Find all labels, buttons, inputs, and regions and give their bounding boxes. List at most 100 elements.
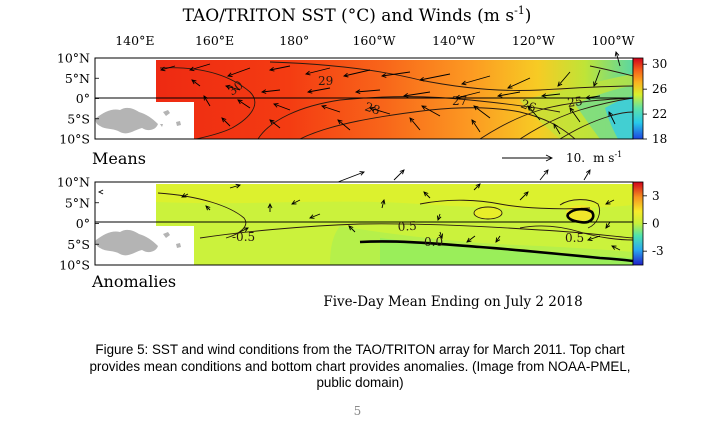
new-guinea-land-anomaly <box>95 229 158 256</box>
wind-vector <box>421 105 441 117</box>
wind-vector <box>160 65 176 71</box>
wind-scale-key: 10. m s-1 <box>502 150 622 165</box>
wind-vector-head <box>540 93 547 98</box>
wind-vector <box>321 105 341 113</box>
wind-vector <box>291 199 301 205</box>
wind-vector <box>221 117 231 127</box>
wind-vector <box>461 75 491 85</box>
wind-vector <box>473 183 481 191</box>
anomaly-colorbar <box>632 181 644 266</box>
wind-vector <box>189 63 211 71</box>
wind-vector <box>269 65 291 71</box>
wind-vector <box>437 213 441 221</box>
new-guinea-land <box>95 107 158 134</box>
wind-vector-head <box>191 79 197 85</box>
wind-vector-head <box>380 198 386 205</box>
wind-vector-head <box>267 202 273 209</box>
wind-vector-head <box>461 80 467 86</box>
x-tick-label: 180° <box>279 33 309 48</box>
wind-vector-head <box>260 89 267 94</box>
wind-vector <box>527 105 541 121</box>
y-tick-label: 0° <box>76 91 90 106</box>
wind-vector <box>593 69 601 87</box>
wind-vector <box>553 123 561 135</box>
wind-vector-head <box>235 183 241 189</box>
wind-vector-head <box>421 105 427 110</box>
means-colorbar <box>632 57 644 140</box>
means-panel-label: Means <box>92 149 146 168</box>
wind-vector-head <box>306 88 313 94</box>
wind-vector-head <box>205 205 211 211</box>
anomaly-contours <box>157 192 633 241</box>
wind-vector <box>615 51 621 67</box>
wind-vector <box>337 119 351 131</box>
anomaly-zero-contours <box>359 207 633 263</box>
means-wind-vectors <box>160 51 621 135</box>
y-tick-label: 5°S <box>67 237 90 252</box>
wind-vector-head <box>543 169 549 175</box>
wind-vector <box>237 99 251 109</box>
wind-vector-head <box>291 200 297 205</box>
wind-scale-units: m s <box>593 151 614 165</box>
anomalies-panel-label: Anomalies <box>91 272 176 291</box>
x-tick-label: 140°E <box>115 33 154 48</box>
wind-vector <box>239 227 249 233</box>
wind-vector-head <box>569 107 575 113</box>
wind-vector-head <box>369 106 375 112</box>
wind-vector <box>309 213 321 219</box>
wind-vector-head <box>309 214 315 219</box>
wind-vector <box>269 119 281 129</box>
wind-vector-head <box>473 105 479 111</box>
wind-vector <box>403 91 431 97</box>
wind-vector <box>229 184 241 189</box>
chart-title: TAO/TRITON SST (°C) and Winds (m s-1) <box>183 4 532 26</box>
wind-vector <box>611 245 621 251</box>
wind-vector-head <box>584 95 591 100</box>
wind-vector-head <box>268 66 275 72</box>
wind-vector <box>381 199 385 209</box>
wind-vector-head <box>402 93 409 98</box>
page-number: 5 <box>353 404 362 418</box>
wind-vector <box>305 67 331 75</box>
contour-label-25: 25 <box>566 94 583 110</box>
wind-vector <box>409 117 421 131</box>
wind-vector-head <box>418 76 425 82</box>
colorbar-tick-label: 26 <box>652 82 667 96</box>
wind-vector-head <box>587 236 593 242</box>
wind-vector-head <box>321 104 327 110</box>
wind-vector <box>191 79 201 87</box>
wind-vector-head <box>593 81 598 87</box>
wind-vector <box>419 73 451 81</box>
wind-vector-head <box>348 225 354 231</box>
wind-vector-head <box>436 215 442 221</box>
anomaly-contour-labels: -0.5 0.5 0.0 0.5 <box>232 219 584 249</box>
wind-vector-head <box>359 171 365 176</box>
wind-vector-head <box>269 119 275 125</box>
wind-vector <box>203 95 211 107</box>
wind-vector-head <box>399 169 405 175</box>
wind-vector <box>569 107 581 123</box>
colorbar-tick-label: 18 <box>652 132 667 146</box>
wind-vector <box>471 119 481 133</box>
wind-vector <box>439 231 443 239</box>
figure-caption: Figure 5: SST and wind conditions from t… <box>30 342 690 392</box>
anomaly-label-neg05: -0.5 <box>232 230 255 244</box>
means-panel: 30 29 28 27 26 25 10°N5°N0°5°S10°S 30262… <box>57 51 667 169</box>
wind-vector <box>307 87 331 93</box>
colorbar-tick-label: 0 <box>652 217 660 231</box>
wind-vector-head <box>423 191 429 197</box>
wind-vector <box>227 67 251 77</box>
y-tick-label: 5°N <box>65 195 90 210</box>
wind-vector-head <box>221 117 227 123</box>
wind-vector <box>519 191 529 201</box>
wind-vector-head <box>273 103 279 108</box>
x-tick-label: 140°W <box>432 33 475 48</box>
wind-vector-head <box>614 51 620 57</box>
wind-vector <box>181 193 189 198</box>
wind-vector <box>466 235 476 243</box>
means-y-tick-labels: 10°N 5°N 0° 5°S 10°S <box>57 51 99 147</box>
wind-vector <box>557 71 571 87</box>
x-tick-labels: 140°E 160°E 180° 160°W 140°W 120°W 100°W <box>115 33 634 48</box>
wind-vector-head <box>227 72 233 77</box>
